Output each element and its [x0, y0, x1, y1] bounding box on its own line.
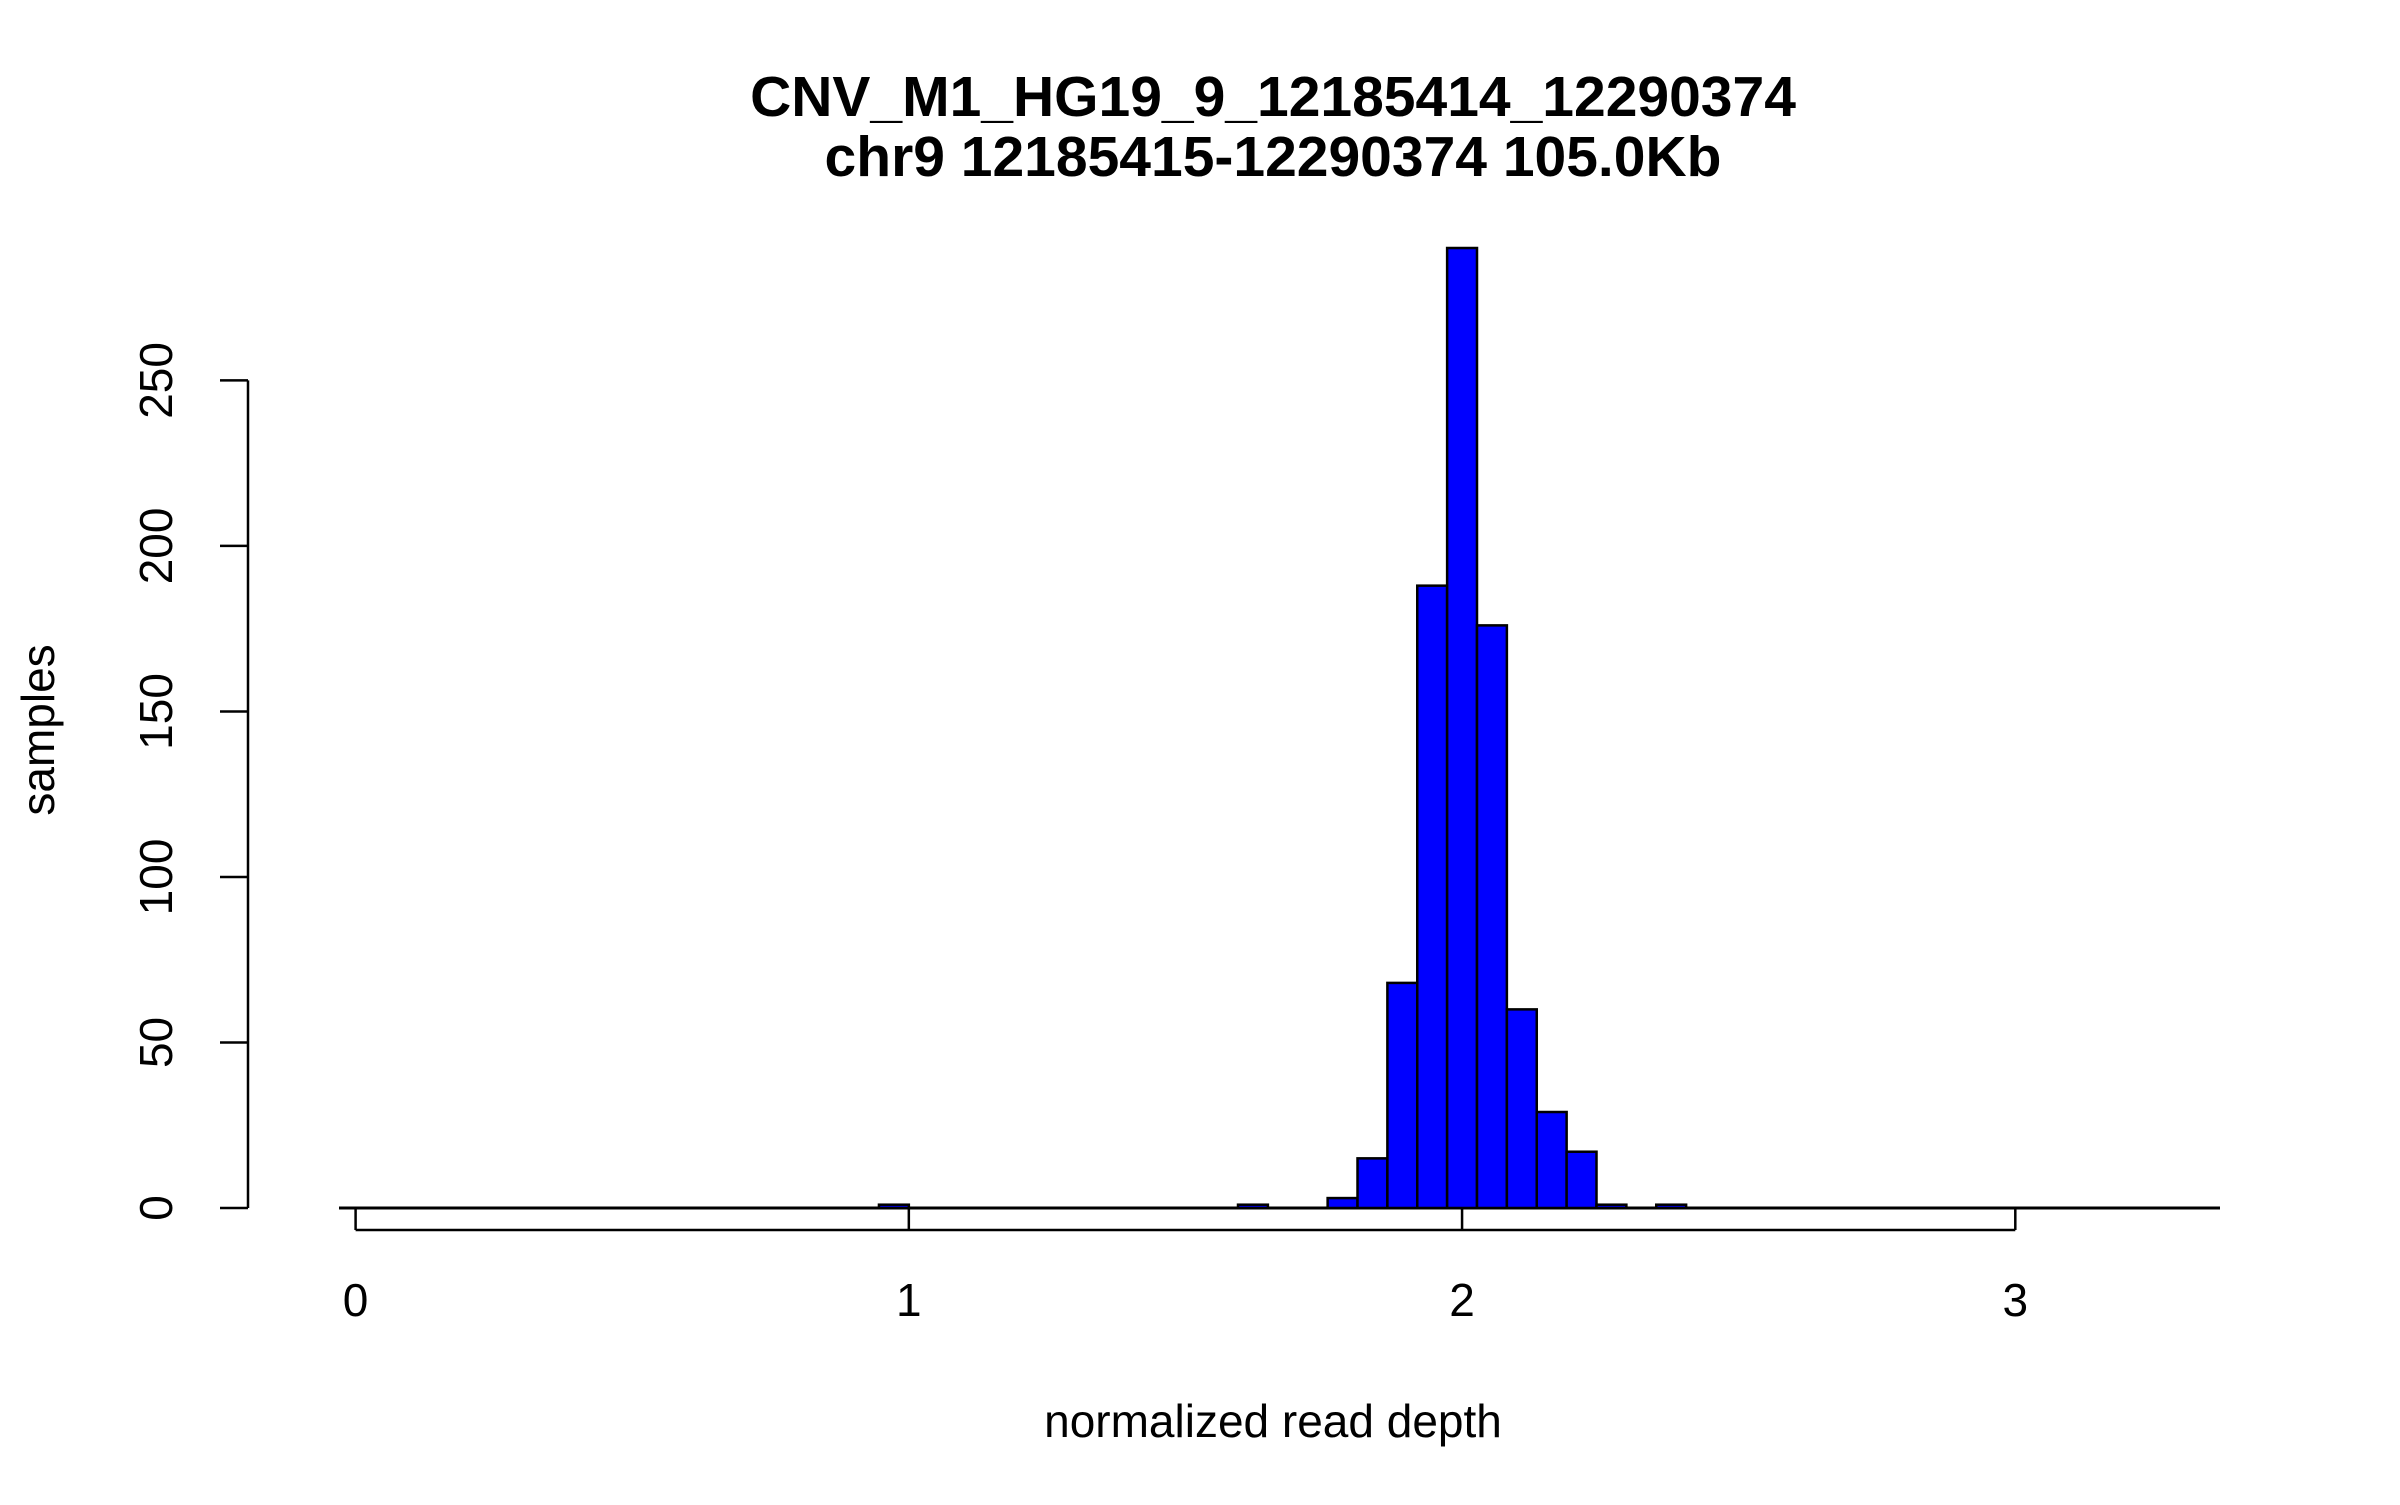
x-tick-label: 1 [896, 1274, 922, 1326]
histogram-bar [877, 1203, 911, 1210]
y-tick-label: 200 [130, 508, 182, 585]
x-axis-label: normalized read depth [1044, 1395, 1502, 1447]
histogram-bar [1655, 1203, 1688, 1210]
y-axis-label: samples [12, 644, 64, 815]
histogram-bar [1356, 1157, 1389, 1210]
y-tick-label: 100 [130, 839, 182, 916]
y-tick-label: 0 [130, 1195, 182, 1221]
histogram-bar [1326, 1196, 1359, 1210]
histogram-bar [1386, 981, 1419, 1210]
y-tick-label: 50 [130, 1017, 182, 1068]
x-tick-label: 2 [1449, 1274, 1475, 1326]
histogram-bar [1445, 246, 1479, 1210]
histogram-bar [1416, 584, 1449, 1210]
chart-title: CNV_M1_HG19_9_12185414_12290374 [750, 65, 1796, 129]
histogram-bar [1535, 1110, 1568, 1210]
histogram-bar [1595, 1203, 1628, 1210]
x-tick-label: 3 [2003, 1274, 2029, 1326]
histogram-bar [1565, 1150, 1598, 1210]
histogram-bar [1505, 1008, 1539, 1210]
x-tick-label: 0 [343, 1274, 369, 1326]
histogram-bar [1475, 624, 1509, 1210]
bars-layer [339, 246, 2220, 1210]
histogram-bar [1236, 1203, 1270, 1210]
chart-subtitle: chr9 12185415-12290374 105.0Kb [825, 125, 1722, 189]
y-tick-label: 150 [130, 673, 182, 750]
y-tick-label: 250 [130, 342, 182, 419]
axes-layer: 0 50 100 150 200 250 0 1 2 3 [130, 342, 2028, 1326]
